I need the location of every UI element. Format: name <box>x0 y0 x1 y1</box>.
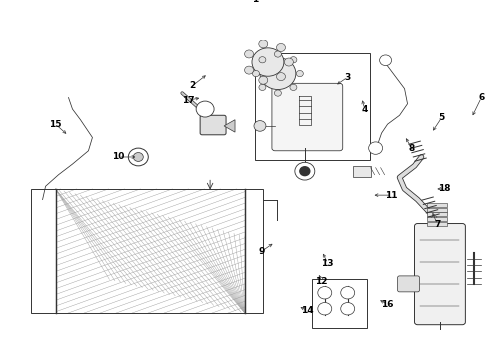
Circle shape <box>289 84 296 90</box>
Circle shape <box>258 84 265 90</box>
Text: 11: 11 <box>385 191 397 200</box>
Text: 3: 3 <box>344 73 350 82</box>
Circle shape <box>133 153 143 161</box>
Circle shape <box>296 71 303 77</box>
Text: 15: 15 <box>49 120 61 129</box>
Bar <box>31 189 56 313</box>
FancyBboxPatch shape <box>397 276 419 292</box>
Text: 1: 1 <box>251 0 258 4</box>
Polygon shape <box>224 120 235 132</box>
Text: 13: 13 <box>321 259 333 268</box>
Circle shape <box>244 50 253 58</box>
Text: 4: 4 <box>361 104 367 113</box>
Text: 7: 7 <box>433 220 440 229</box>
Text: 6: 6 <box>477 93 484 102</box>
Bar <box>352 166 370 176</box>
Circle shape <box>274 51 281 57</box>
Circle shape <box>317 287 331 299</box>
Circle shape <box>317 302 331 315</box>
Bar <box>244 189 263 313</box>
Circle shape <box>251 48 284 76</box>
Circle shape <box>294 162 314 180</box>
Circle shape <box>258 76 267 84</box>
Circle shape <box>340 287 354 299</box>
Text: 2: 2 <box>189 81 195 90</box>
Text: 12: 12 <box>315 277 327 286</box>
Circle shape <box>368 142 382 154</box>
Text: 17: 17 <box>182 96 194 105</box>
Bar <box>427 208 447 212</box>
Circle shape <box>253 121 265 131</box>
Circle shape <box>258 57 265 63</box>
Circle shape <box>128 148 148 166</box>
Text: 8: 8 <box>407 144 414 153</box>
Bar <box>56 189 244 313</box>
Circle shape <box>289 57 296 63</box>
Bar <box>311 279 366 328</box>
Circle shape <box>299 167 309 176</box>
Circle shape <box>276 44 285 51</box>
Text: 18: 18 <box>437 184 450 193</box>
Bar <box>427 212 447 216</box>
Circle shape <box>340 302 354 315</box>
Bar <box>427 217 447 221</box>
FancyBboxPatch shape <box>414 224 465 325</box>
Text: 5: 5 <box>437 113 444 122</box>
Circle shape <box>252 71 259 77</box>
FancyBboxPatch shape <box>271 83 342 151</box>
Circle shape <box>260 58 295 90</box>
Text: 16: 16 <box>381 300 393 309</box>
Text: 14: 14 <box>301 306 313 315</box>
Bar <box>427 222 447 226</box>
Bar <box>427 203 447 207</box>
Text: 9: 9 <box>258 247 264 256</box>
Bar <box>254 53 369 159</box>
Circle shape <box>284 58 293 66</box>
Circle shape <box>274 90 281 96</box>
Circle shape <box>244 66 253 74</box>
FancyBboxPatch shape <box>200 115 225 135</box>
Circle shape <box>379 55 391 66</box>
Circle shape <box>276 73 285 81</box>
Text: 10: 10 <box>112 153 124 162</box>
Circle shape <box>258 40 267 48</box>
Circle shape <box>196 101 214 117</box>
